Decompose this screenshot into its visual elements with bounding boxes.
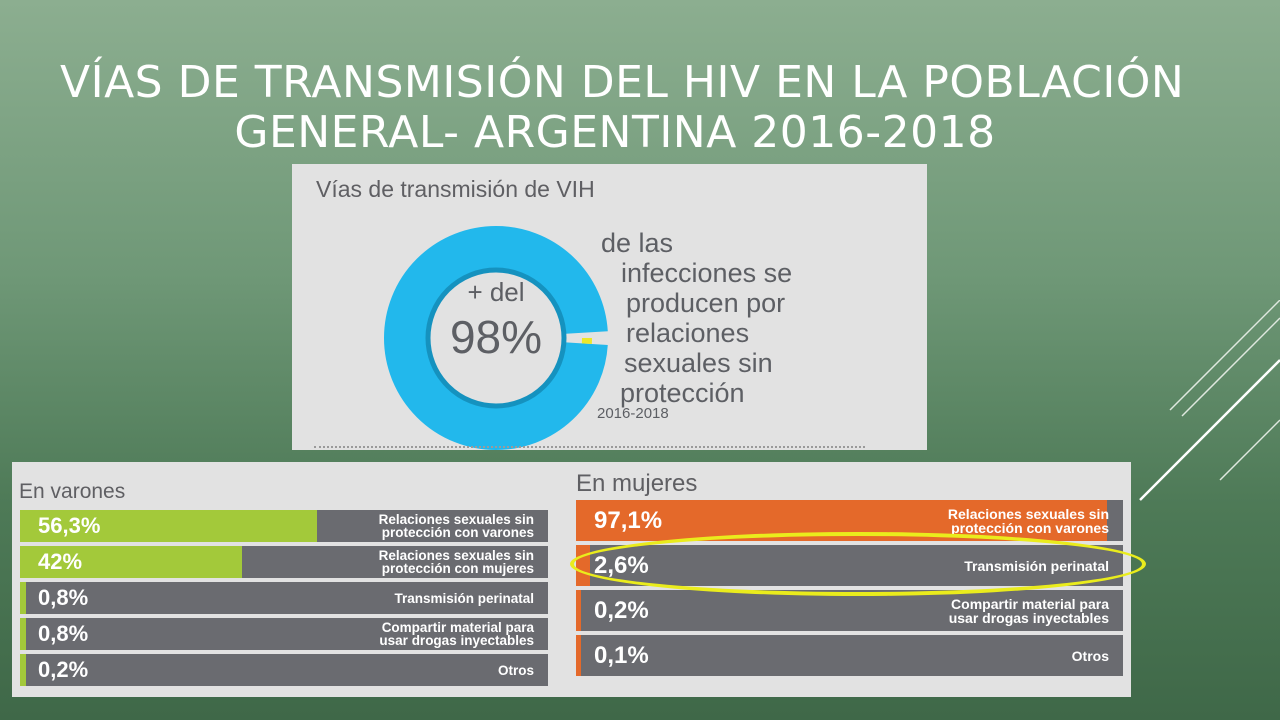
overall-description-line: infecciones se (621, 258, 793, 288)
slide-title-line-1: VÍAS DE TRANSMISIÓN DEL HIV EN LA POBLAC… (60, 57, 1185, 108)
overall-period: 2016-2018 (597, 405, 669, 422)
bar-category-label: Compartir material para (951, 595, 1109, 612)
bar-category: Otros (498, 654, 534, 686)
bar-category: Transmisión perinatal (394, 582, 534, 614)
bar-category: Relaciones sexuales sin protección con mu… (379, 546, 534, 578)
bar-value-label: 42% (38, 549, 83, 574)
bar-category-label: Relaciones sexuales sin (378, 512, 534, 527)
overall-description-line: sexuales sin (624, 348, 773, 378)
bar-value-label: 97,1% (594, 506, 663, 534)
bar-category-label: Otros (497, 662, 534, 678)
bar-value-label: 0,8% (38, 585, 89, 610)
bar-value-label: 0,1% (594, 641, 649, 669)
women-panel-title: En mujeres (576, 470, 698, 497)
bar-row: 0,8% Transmisión perinatal (20, 582, 548, 614)
bar-row: 42% Relaciones sexuales sin protección con… (20, 546, 548, 578)
bar-value-label: 56,3% (38, 513, 101, 538)
bar-fill (20, 546, 242, 578)
donut-chart (384, 226, 608, 450)
bar-category: Relaciones sexuales sin protección con va… (379, 510, 534, 542)
overall-panel-title: Vías de transmisión de VIH (316, 176, 595, 202)
bar-value-label: 0,8% (38, 621, 89, 646)
bar-category: Compartir material para usar drogas inyec… (949, 590, 1109, 631)
overall-panel: Vías de transmisión de VIH (292, 164, 927, 450)
bar-category-label: protección con varones (951, 519, 1109, 536)
bar-category: Relaciones sexuales sin protección con va… (948, 500, 1109, 541)
bar-fill (576, 590, 581, 631)
bar-row: 56,3% Relaciones sexuales sin protección c… (20, 510, 548, 542)
bar-fill (20, 510, 318, 542)
bar-value-label: 0,2% (594, 596, 649, 624)
men-panel: En varones 56,3% Relaciones sexuales sin p… (12, 462, 558, 697)
donut-slice-main (384, 226, 608, 450)
bar-row: 0,2% Compartir material para usar drogas i… (576, 590, 1123, 631)
bar-category-label: usar drogas inyectables (379, 633, 534, 648)
slide-title-line-2: GENERAL- ARGENTINA 2016-2018 (234, 107, 996, 158)
slide-title: VÍAS DE TRANSMISIÓN DEL HIV EN LA POBLAC… (60, 57, 1185, 158)
bar-category-label: Relaciones sexuales sin (947, 505, 1109, 522)
overall-description-line: de las (601, 228, 674, 258)
bar-fill (20, 654, 26, 686)
bar-category: Compartir material para usar drogas inyec… (379, 618, 534, 650)
donut-value: 98% (449, 311, 543, 363)
bar-fill (20, 582, 26, 614)
men-panel-title: En varones (19, 480, 126, 503)
overall-description-line: relaciones (626, 318, 750, 348)
donut-prefix: + del (467, 277, 525, 307)
bar-category-label: protección con mujeres (381, 561, 534, 576)
bar-category-label: Compartir material para (381, 620, 534, 635)
bar-category-label: usar drogas inyectables (948, 609, 1109, 626)
bar-category: Otros (1072, 635, 1109, 676)
dotted-divider (314, 446, 865, 448)
donut-slice-other (400, 242, 592, 434)
decorative-diagonal-lines (1139, 300, 1280, 501)
overall-description-line: protección (620, 378, 745, 408)
bar-fill (576, 635, 581, 676)
bar-row: 0,8% Compartir material para usar drogas i… (20, 618, 548, 650)
bar-category-label: Transmisión perinatal (394, 590, 534, 606)
donut-inner-ring (425, 267, 567, 409)
overall-description-line: producen por (626, 288, 786, 318)
bar-row: 0,1% Otros (576, 635, 1123, 676)
bar-category-label: Relaciones sexuales sin (378, 548, 534, 563)
bar-fill (20, 618, 26, 650)
bar-category-label: protección con varones (381, 525, 534, 540)
highlight-ellipse (570, 532, 1146, 596)
bar-value-label: 0,2% (38, 657, 89, 682)
bar-row: 0,2% Otros (20, 654, 548, 686)
bar-category-label: Otros (1071, 647, 1109, 664)
